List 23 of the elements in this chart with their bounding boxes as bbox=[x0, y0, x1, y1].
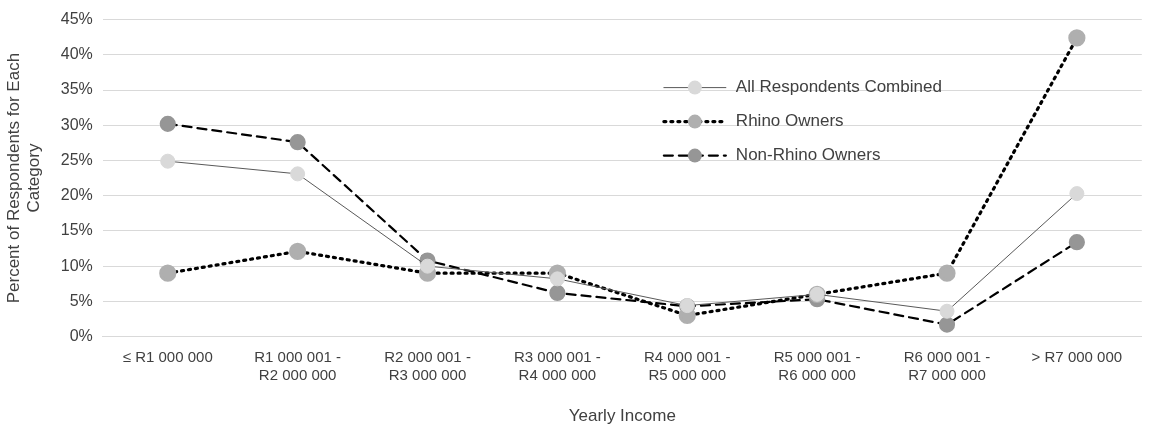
y-tick-label: 15% bbox=[60, 221, 93, 239]
y-tick-label: 40% bbox=[60, 45, 93, 63]
x-tick-label: R2 000 001 - R3 000 000 bbox=[384, 347, 471, 383]
x-tick-label: R5 000 001 - R6 000 000 bbox=[773, 347, 861, 383]
y-tick-label: 25% bbox=[60, 150, 93, 168]
y-tick-label: 5% bbox=[69, 291, 93, 309]
x-tick-label: R1 000 001 - R2 000 000 bbox=[254, 347, 341, 383]
y-tick-label: 45% bbox=[60, 10, 93, 28]
x-axis-title: Yearly Income bbox=[568, 406, 676, 426]
y-tick-label: 35% bbox=[60, 80, 93, 98]
x-tick-label: R4 000 001 - R5 000 000 bbox=[643, 347, 731, 383]
y-tick-label: 10% bbox=[60, 256, 93, 274]
x-tick-label: > R7 000 000 bbox=[1031, 347, 1123, 365]
x-tick-label: R3 000 001 - R4 000 000 bbox=[514, 347, 601, 383]
y-tick-label: 30% bbox=[60, 115, 93, 133]
y-tick-label: 0% bbox=[69, 327, 93, 345]
legend-label: Non-Rhino Owners bbox=[735, 145, 881, 165]
legend-label: Rhino Owners bbox=[735, 111, 844, 131]
y-tick-label: 20% bbox=[60, 186, 93, 204]
x-tick-label: ≤ R1 000 000 bbox=[122, 347, 213, 365]
x-tick-label: R6 000 001 - R7 000 000 bbox=[903, 347, 991, 383]
legend-label: All Respondents Combined bbox=[735, 77, 942, 97]
y-axis-title: Percent of Respondents for Each Category bbox=[3, 52, 44, 304]
